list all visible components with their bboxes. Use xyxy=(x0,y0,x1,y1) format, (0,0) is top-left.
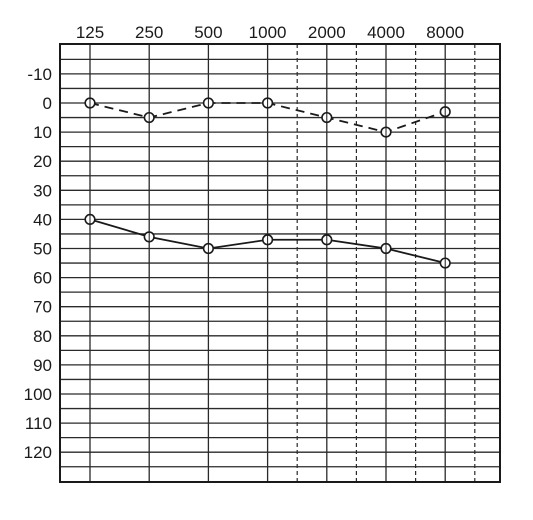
y-tick-label: 120 xyxy=(24,443,52,462)
x-tick-label: 250 xyxy=(135,23,163,42)
series-dashed xyxy=(84,97,451,138)
y-tick-label: -10 xyxy=(27,65,52,84)
x-tick-label: 500 xyxy=(194,23,222,42)
y-tick-label: 0 xyxy=(43,94,52,113)
y-tick-label: 50 xyxy=(33,240,52,259)
x-tick-label: 8000 xyxy=(426,23,464,42)
y-tick-label: 60 xyxy=(33,269,52,288)
grid xyxy=(59,43,501,483)
data-series xyxy=(84,97,451,269)
y-tick-label: 100 xyxy=(24,385,52,404)
x-axis-tick-labels: 125 250 500 1000 2000 4000 8000 xyxy=(76,23,464,42)
series-solid xyxy=(84,213,451,269)
y-tick-label: 30 xyxy=(33,181,52,200)
y-tick-label: 90 xyxy=(33,356,52,375)
y-tick-label: 40 xyxy=(33,210,52,229)
y-tick-label: 80 xyxy=(33,327,52,346)
plot-frame xyxy=(59,43,501,483)
y-tick-label: 70 xyxy=(33,298,52,317)
y-tick-label: 20 xyxy=(33,152,52,171)
y-axis-tick-labels: -10 0 10 20 30 40 50 60 70 80 90 100 110 120 xyxy=(24,65,52,462)
x-tick-label: 125 xyxy=(76,23,104,42)
x-tick-label: 2000 xyxy=(308,23,346,42)
x-tick-label: 1000 xyxy=(249,23,287,42)
x-tick-label: 4000 xyxy=(367,23,405,42)
y-tick-label: 10 xyxy=(33,123,52,142)
y-tick-label: 110 xyxy=(25,414,52,433)
